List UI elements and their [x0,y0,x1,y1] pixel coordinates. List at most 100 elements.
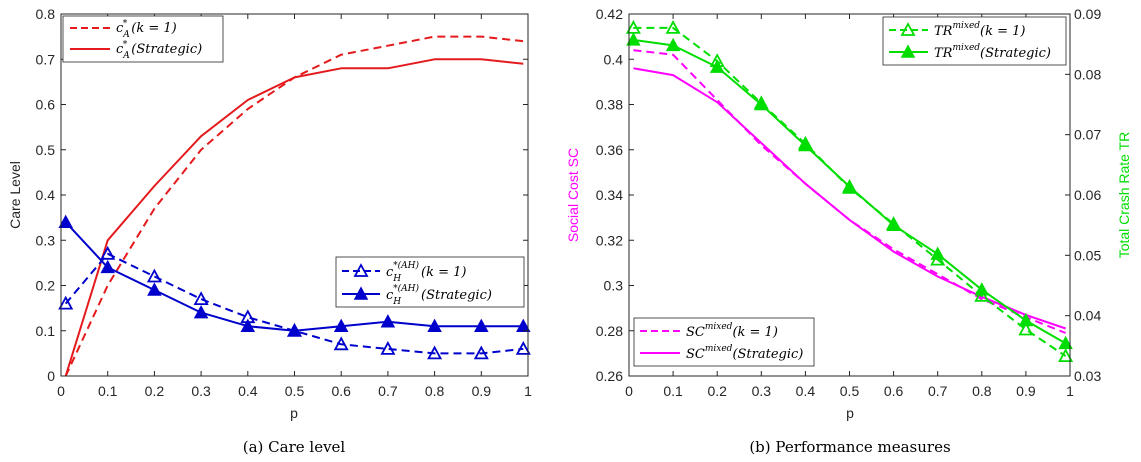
data-point [665,20,681,34]
chart-a-legend-top: cA* (k = 1) cA* (Strategic) [62,15,224,63]
y-tick-label: 0.4 [604,51,624,67]
series-line [633,49,1066,334]
y-tick-label: 0.36 [596,142,623,158]
data-point [1018,312,1034,327]
series-ca-strategic [64,58,524,377]
x-tick-label: 0.4 [796,383,816,399]
x-tick-label: 0.3 [191,383,211,399]
data-point [1018,321,1034,336]
data-point [427,345,443,360]
series-line [64,58,524,377]
x-tick-label: 0.8 [972,383,992,399]
chart-b-x-ticks: 0 0.1 0.2 0.3 0.4 0.5 0.6 0.7 0.8 0.9 1 [625,14,1074,399]
x-tick-label: 0.3 [752,383,772,399]
data-point [842,179,857,193]
chart-b-x-label: p [846,405,854,421]
data-point [665,37,681,52]
series-ch-ah-strategic [58,214,531,337]
chart-a-y-label: Care Level [7,161,23,229]
chart-b-y-ticks: 0.26 0.28 0.3 0.32 0.34 0.36 0.38 0.4 0.42 [596,6,634,384]
legend-entry-sc-strategic: SCmixed(Strategic) [686,344,803,362]
data-point [240,318,256,332]
data-point [380,341,396,355]
y-tick-label: 0.38 [596,97,623,113]
y-tick-label: 0.2 [36,278,56,294]
x-tick-label: 0.1 [663,383,683,399]
y2-tick-label: 0.03 [1074,368,1101,384]
data-point [930,246,945,260]
x-tick-label: 0.8 [425,383,445,399]
x-tick-label: 1 [1066,383,1074,399]
data-point [474,318,489,332]
data-point [287,323,302,337]
y-tick-label: 0.1 [36,323,56,339]
x-tick-label: 0.9 [472,383,492,399]
data-point [58,295,74,310]
x-tick-label: 0.5 [840,383,860,399]
series-line [633,67,1066,330]
x-tick-label: 0 [625,383,633,399]
data-point [193,305,209,319]
data-point [100,245,116,260]
y-tick-label: 0.7 [36,51,56,67]
x-tick-label: 0.7 [378,383,398,399]
chart-b-legend-bottom: SCmixed(k = 1) SCmixed(Strategic) [633,317,815,367]
data-point [58,214,73,228]
y-tick-label: 0.26 [596,368,623,384]
x-tick-label: 1 [524,383,532,399]
y-tick-label: 0.6 [36,97,56,113]
chart-b-legend-top: TRmixed(k = 1) TRmixed(Strategic) [882,16,1067,66]
x-tick-label: 0.5 [285,383,305,399]
series-trmixed-strategic [626,32,1073,350]
data-point [886,217,901,231]
chart-b-caption: (b) Performance measures [749,438,950,456]
legend-entry-ca-strategic: cA* (Strategic) [116,40,202,61]
chart-a-y-ticks: 0 0.1 0.2 0.3 0.4 0.5 0.6 0.7 0.8 [36,6,528,384]
legend-entry-ca-k1: cA* (k = 1) [116,19,177,40]
series-scmixed-strategic [633,67,1066,330]
y2-tick-label: 0.06 [1074,187,1101,203]
chart-a-marks [58,35,531,377]
y-tick-label: 0.34 [596,187,623,203]
x-tick-label: 0.2 [707,383,727,399]
chart-a-axes-box [60,13,529,377]
legend-entry-tr-k1: TRmixed(k = 1) [934,21,1026,39]
data-point [333,336,349,351]
y2-tick-label: 0.04 [1074,308,1101,324]
data-point [974,282,990,296]
chart-b-y2-label: Total Crash Rate TR [1116,132,1132,259]
x-tick-label: 0.6 [331,383,351,399]
data-point [473,345,489,360]
data-point [626,32,641,46]
data-point [146,268,162,283]
x-tick-label: 0.6 [884,383,904,399]
chart-a-x-label: p [290,405,298,421]
chart-care-level: 0 0.1 0.2 0.3 0.4 0.5 0.6 0.7 0.8 0.9 1 0 0.1 0.2 0.3… [7,6,532,456]
chart-b-y-label: Social Cost SC [565,148,581,242]
y-tick-label: 0.32 [596,232,623,248]
legend-entry-ch-strategic: cH*(AH) (Strategic) [386,283,492,307]
data-point [709,59,725,73]
data-point [754,96,769,111]
y-tick-label: 0.3 [604,278,624,294]
y-tick-label: 0.3 [36,232,56,248]
y-tick-label: 0.5 [36,142,56,158]
y-tick-label: 0.4 [36,187,56,203]
x-tick-label: 0 [57,383,65,399]
x-tick-label: 0.4 [238,383,258,399]
x-tick-label: 0.2 [145,383,165,399]
x-tick-label: 0.1 [98,383,118,399]
x-tick-label: 0.9 [1016,383,1036,399]
chart-b-marks [625,20,1074,362]
y2-tick-label: 0.09 [1074,6,1101,22]
series-scmixed-k-1 [633,49,1066,334]
y2-tick-label: 0.05 [1074,247,1101,263]
data-point [333,318,349,332]
legend-entry-sc-k1: SCmixed(k = 1) [686,322,778,340]
y2-tick-label: 0.07 [1074,127,1101,143]
legend-entry-ch-k1: cH*(AH) (k = 1) [386,260,466,284]
chart-performance-measures: 0 0.1 0.2 0.3 0.4 0.5 0.6 0.7 0.8 0.9 1 0.260.280.… [565,6,1132,456]
legend-entry-tr-strategic: TRmixed(Strategic) [934,43,1051,61]
chart-b-y2-ticks: 0.03 0.04 0.05 0.06 0.07 0.08 0.09 [1065,6,1101,384]
